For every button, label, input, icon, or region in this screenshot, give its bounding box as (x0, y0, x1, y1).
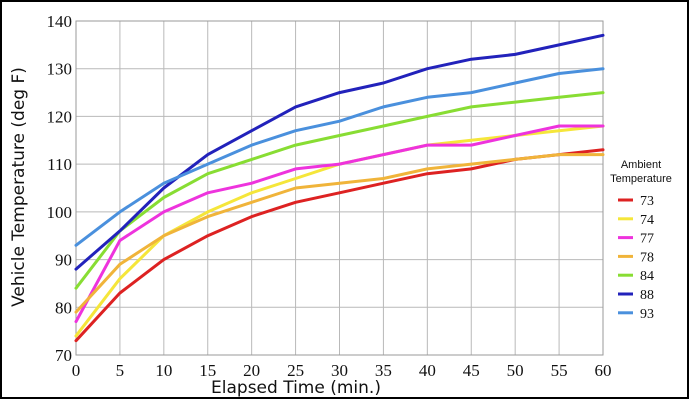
x-tick-label: 10 (155, 361, 172, 380)
x-axis-ticks: 0 5 10 15 20 25 30 35 40 45 50 55 60 (72, 361, 612, 380)
y-tick-label: 130 (47, 60, 73, 79)
x-tick-label: 5 (116, 361, 125, 380)
y-axis-ticks: 70 80 90 100 110 120 130 140 (47, 12, 73, 365)
y-tick-label: 110 (47, 155, 72, 174)
legend: Ambient Temperature 73 74 77 78 84 88 93 (610, 159, 672, 322)
series-line-84 (74, 91, 605, 290)
y-tick-label: 140 (47, 12, 73, 31)
y-tick-label: 80 (55, 298, 72, 317)
x-tick-label: 45 (463, 361, 480, 380)
x-tick-label: 25 (287, 361, 304, 380)
x-axis-label: Elapsed Time (min.) (211, 378, 381, 397)
y-tick-label: 120 (47, 107, 73, 126)
legend-title-line-2: Temperature (610, 173, 672, 185)
legend-label-88: 88 (640, 288, 654, 303)
legend-label-78: 78 (640, 250, 654, 265)
x-tick-label: 30 (331, 361, 348, 380)
series-line-78 (74, 153, 605, 314)
legend-label-74: 74 (640, 213, 654, 228)
legend-label-77: 77 (640, 232, 654, 247)
x-tick-label: 20 (243, 361, 260, 380)
x-tick-label: 35 (375, 361, 392, 380)
series-line-88 (74, 33, 605, 271)
series-lines (74, 33, 605, 343)
legend-label-73: 73 (640, 194, 654, 209)
legend-items: 73 74 77 78 84 88 93 (618, 194, 654, 322)
series-line-93 (74, 67, 605, 247)
x-tick-label: 60 (595, 361, 612, 380)
legend-label-84: 84 (640, 269, 654, 284)
x-tick-label: 50 (507, 361, 524, 380)
x-tick-label: 40 (419, 361, 436, 380)
y-axis-label: Vehicle Temperature (deg F) (9, 67, 29, 307)
y-tick-label: 70 (55, 346, 72, 365)
legend-title-line-1: Ambient (621, 159, 661, 171)
x-tick-label: 55 (551, 361, 568, 380)
x-tick-label: 15 (199, 361, 216, 380)
y-tick-label: 100 (47, 203, 73, 222)
x-tick-label: 0 (72, 361, 81, 380)
series-line-77 (74, 124, 605, 324)
plot-area-border (75, 20, 604, 356)
legend-label-93: 93 (640, 307, 654, 322)
y-tick-label: 90 (55, 251, 72, 270)
